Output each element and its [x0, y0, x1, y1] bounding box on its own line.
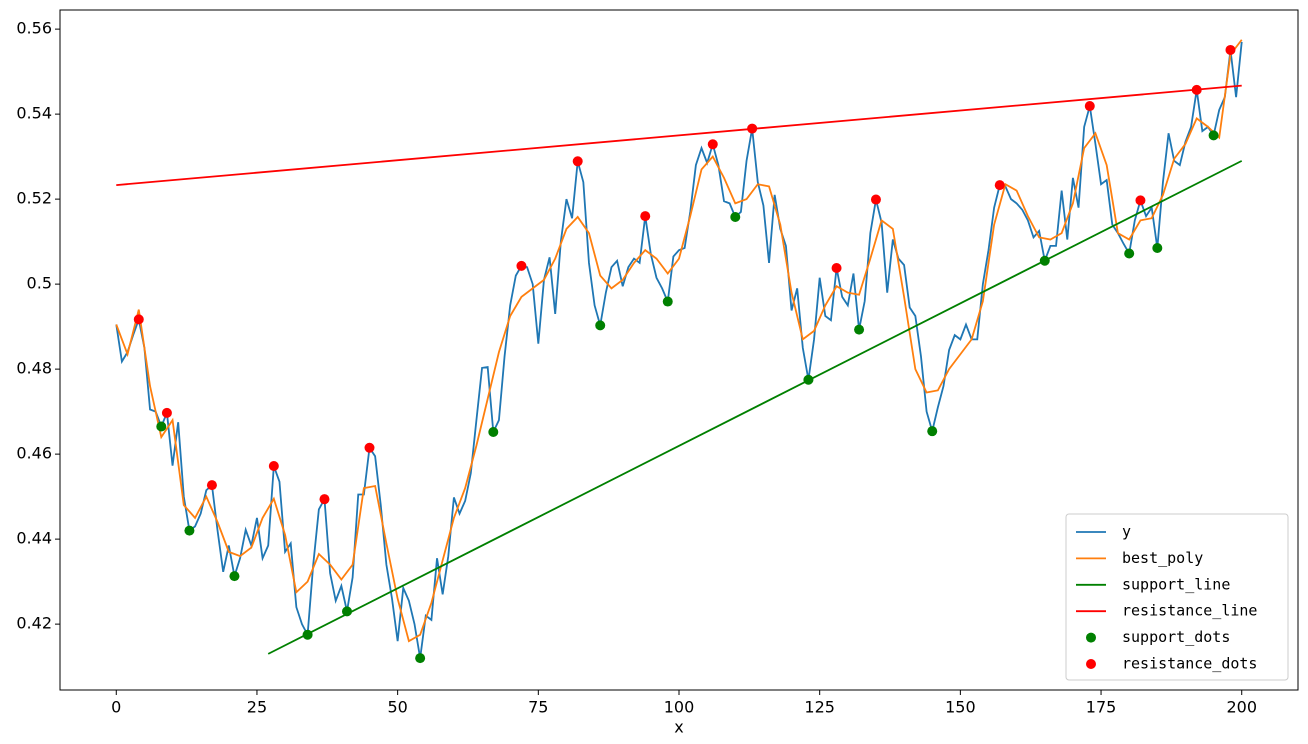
legend-label: resistance_dots [1122, 655, 1257, 673]
y-tick-label: 0.46 [16, 444, 52, 463]
scatter-dot [268, 461, 279, 472]
series-line [115, 39, 1243, 643]
legend-swatch [1086, 632, 1096, 643]
scatter-dot [730, 211, 741, 222]
scatter-dot [516, 260, 527, 271]
series-line [116, 84, 1242, 186]
scatter-dot [341, 606, 352, 617]
scatter-dot [415, 653, 426, 664]
x-tick-label: 175 [1086, 698, 1117, 717]
y-tick-label: 0.48 [16, 359, 52, 378]
scatter-dot [319, 494, 330, 505]
scatter-dot [206, 480, 217, 491]
scatter-dot [229, 571, 240, 582]
x-tick-label: 50 [387, 698, 407, 717]
scatter-dot [994, 180, 1005, 191]
scatter-dot [1225, 44, 1236, 55]
series-line [115, 41, 1243, 659]
legend-label: best_poly [1122, 549, 1203, 567]
y-tick-label: 0.44 [16, 529, 52, 548]
legend-swatch [1086, 659, 1096, 669]
x-tick-label: 200 [1226, 698, 1257, 717]
series-line [267, 160, 1243, 655]
x-tick-label: 25 [247, 698, 267, 717]
scatter-dot [927, 426, 938, 437]
scatter-dot [364, 442, 375, 453]
x-tick-label: 0 [111, 698, 121, 717]
scatter-dot [1124, 248, 1135, 259]
scatter-dot [488, 427, 499, 438]
legend-label: support_line [1122, 575, 1230, 593]
scatter-dot [831, 262, 842, 273]
y-tick-label: 0.5 [27, 274, 52, 293]
scatter-dot [1135, 195, 1146, 206]
scatter-dot [707, 139, 718, 150]
scatter-dot [640, 211, 651, 222]
x-tick-label: 100 [664, 698, 695, 717]
plot-frame [59, 9, 1299, 691]
scatter-dot [572, 156, 583, 167]
x-tick-label: 75 [528, 698, 548, 717]
x-axis-label: x [674, 718, 683, 737]
scatter-dot [854, 324, 865, 335]
scatter-dot [803, 374, 814, 385]
scatter-dot [1208, 130, 1219, 141]
scatter-dot [747, 123, 758, 134]
legend-label: resistance_line [1122, 602, 1257, 620]
y-tick-label: 0.52 [16, 189, 52, 208]
legend: y best_poly support_line resistance_linesup… [1065, 513, 1289, 681]
scatter-dot [1152, 243, 1163, 253]
scatter-dot [302, 629, 313, 640]
scatter-dot [1191, 84, 1202, 95]
scatter-dot [595, 320, 606, 331]
scatter-dot [1039, 255, 1050, 266]
scatter-dot [184, 525, 195, 536]
y-tick-label: 0.56 [16, 19, 52, 38]
y-tick-label: 0.54 [16, 104, 52, 123]
scatter-dot [133, 314, 144, 325]
scatter-dot [870, 194, 881, 205]
x-tick-label: 150 [945, 698, 976, 717]
legend-label: y [1122, 523, 1131, 541]
scatter-dot [1084, 101, 1095, 112]
legend-label: support_dots [1122, 628, 1230, 646]
scatter-dot [662, 296, 673, 307]
legend-box [1065, 513, 1289, 681]
x-tick-label: 125 [804, 698, 835, 717]
scatter-dot [156, 421, 167, 432]
scatter-dot [161, 407, 172, 418]
y-tick-label: 0.42 [16, 614, 52, 633]
